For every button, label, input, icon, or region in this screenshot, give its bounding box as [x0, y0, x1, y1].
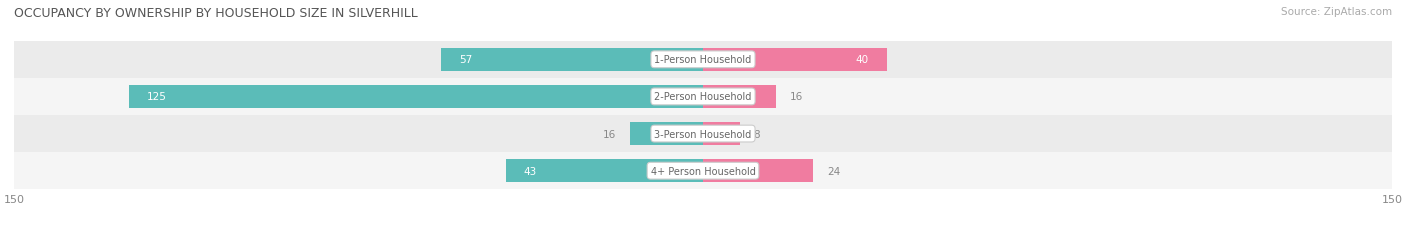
Bar	[506, 159, 703, 182]
Text: 16: 16	[603, 129, 616, 139]
Text: 3-Person Household: 3-Person Household	[654, 129, 752, 139]
Bar	[14, 42, 1392, 79]
Text: 4+ Person Household: 4+ Person Household	[651, 166, 755, 176]
Text: 16: 16	[790, 92, 803, 102]
Text: 8: 8	[754, 129, 761, 139]
Text: 2-Person Household: 2-Person Household	[654, 92, 752, 102]
Bar	[703, 122, 740, 146]
Bar	[14, 79, 1392, 116]
Bar	[441, 49, 703, 72]
Bar	[703, 159, 813, 182]
Bar	[703, 49, 887, 72]
Bar	[630, 122, 703, 146]
Text: 43: 43	[524, 166, 537, 176]
Text: 1-Person Household: 1-Person Household	[654, 55, 752, 65]
Bar	[14, 116, 1392, 152]
Text: 24: 24	[827, 166, 841, 176]
Text: 40: 40	[855, 55, 869, 65]
Text: OCCUPANCY BY OWNERSHIP BY HOUSEHOLD SIZE IN SILVERHILL: OCCUPANCY BY OWNERSHIP BY HOUSEHOLD SIZE…	[14, 7, 418, 20]
Bar	[703, 85, 776, 109]
Bar	[129, 85, 703, 109]
Text: 125: 125	[148, 92, 167, 102]
Bar	[14, 152, 1392, 189]
Text: Source: ZipAtlas.com: Source: ZipAtlas.com	[1281, 7, 1392, 17]
Text: 57: 57	[460, 55, 472, 65]
